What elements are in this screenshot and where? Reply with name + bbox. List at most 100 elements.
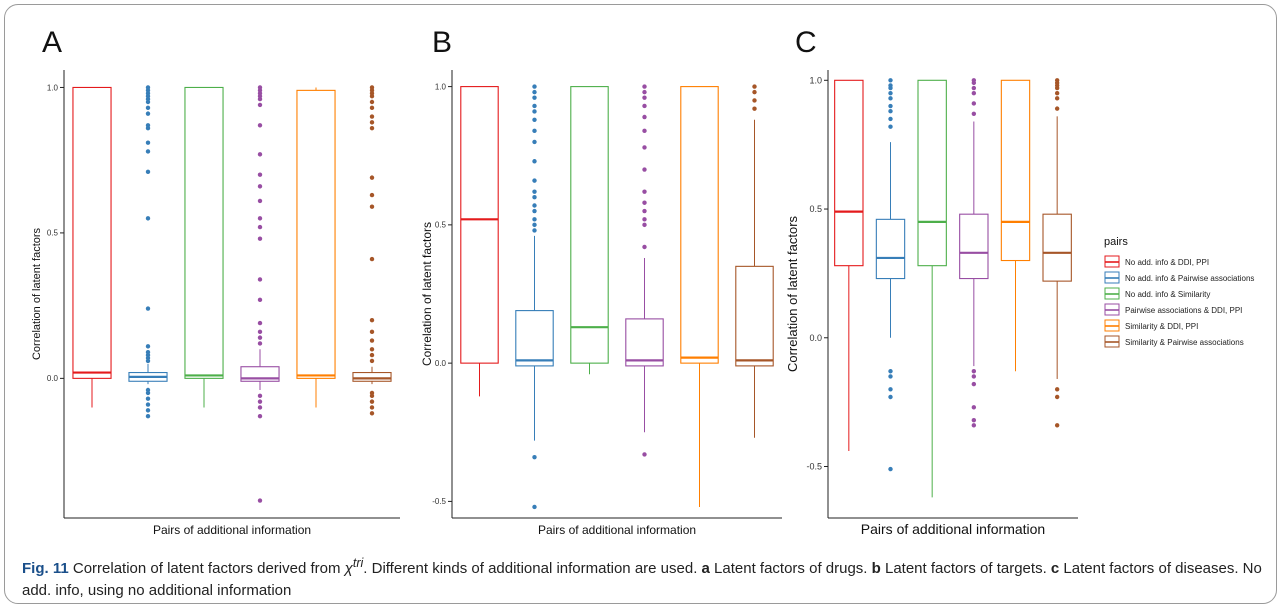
outlier-point <box>257 216 263 221</box>
outlier-point <box>257 393 263 399</box>
outlier-point <box>257 236 263 241</box>
box-body <box>834 79 864 267</box>
outlier-point <box>971 85 977 91</box>
outlier-point <box>532 208 537 214</box>
outlier-point <box>369 192 375 198</box>
outlier-point <box>257 123 263 128</box>
outlier-point <box>369 352 375 358</box>
y-tick-label: 1.0 <box>47 83 59 92</box>
outlier-point <box>642 189 647 194</box>
caption-figure-label: Fig. 11 <box>22 560 69 577</box>
outlier-point <box>532 84 537 89</box>
legend-title: pairs <box>1104 236 1128 248</box>
outlier-point <box>369 338 375 343</box>
legend-item: Similarity & DDI, PPI <box>1104 319 1198 332</box>
panel-label: C <box>795 26 817 59</box>
outlier-point <box>642 222 647 228</box>
outlier-point <box>145 387 151 393</box>
outlier-point <box>642 114 647 120</box>
box-5 <box>1000 79 1031 372</box>
y-tick-label: 1.0 <box>435 82 447 91</box>
outlier-point <box>257 184 263 189</box>
outlier-point <box>532 228 537 233</box>
box-4 <box>240 85 280 503</box>
outlier-point <box>369 99 375 105</box>
legend-label: Similarity & Pairwise associations <box>1125 338 1244 347</box>
outlier-point <box>532 178 537 183</box>
caption-label-a: a <box>701 560 710 577</box>
figure-frame <box>4 4 1277 604</box>
box-3 <box>184 86 224 408</box>
box-2 <box>875 78 906 472</box>
outlier-point <box>532 217 537 222</box>
legend-item: No add. info & Similarity <box>1104 287 1210 300</box>
box-1 <box>834 79 864 452</box>
outlier-point <box>145 111 151 116</box>
box-body <box>680 86 719 364</box>
outlier-point <box>369 358 375 364</box>
outlier-point <box>532 222 537 228</box>
legend-label: No add. info & Pairwise associations <box>1125 274 1254 283</box>
y-tick-label: 0.5 <box>47 229 59 238</box>
outlier-point <box>369 390 375 396</box>
outlier-point <box>145 169 151 175</box>
outlier-point <box>257 320 263 326</box>
outlier-point <box>642 128 647 134</box>
outlier-point <box>145 349 151 355</box>
y-tick-label: -0.5 <box>432 497 446 506</box>
legend: pairs No add. info & DDI, PPI No add. info… <box>1104 236 1254 348</box>
outlier-point <box>532 109 537 114</box>
panel-a: A 0.0 0.5 1.0 Correlation of latent factors P… <box>31 26 400 537</box>
outlier-point <box>888 96 893 101</box>
outlier-point <box>888 83 893 88</box>
outlier-point <box>971 423 977 428</box>
outlier-point <box>532 89 537 95</box>
outlier-point <box>369 120 375 125</box>
outlier-point <box>532 203 537 208</box>
outlier-point <box>145 306 151 311</box>
outlier-point <box>532 139 537 145</box>
outlier-point <box>145 85 151 90</box>
outlier-point <box>369 256 375 262</box>
outlier-point <box>369 399 375 404</box>
outlier-point <box>1054 106 1060 111</box>
outlier-point <box>145 105 151 111</box>
outlier-point <box>642 208 647 214</box>
caption-label-c: c <box>1050 560 1060 577</box>
box-6 <box>1042 78 1072 428</box>
outlier-point <box>145 149 151 154</box>
outlier-point <box>971 417 977 423</box>
outlier-point <box>145 344 151 349</box>
outlier-point <box>971 111 977 116</box>
caption-symbol: χ <box>344 560 353 577</box>
outlier-point <box>532 504 537 510</box>
outlier-point <box>145 140 151 145</box>
outlier-point <box>369 114 375 119</box>
y-axis-title: Correlation of latent factors <box>420 222 434 366</box>
outlier-point <box>145 402 151 407</box>
outlier-point <box>532 117 537 122</box>
outlier-point <box>257 85 263 90</box>
outlier-point <box>888 108 893 114</box>
legend-label: Similarity & DDI, PPI <box>1125 322 1198 331</box>
outlier-point <box>257 277 263 282</box>
caption-label-b: b <box>871 560 881 577</box>
box-body <box>296 89 336 379</box>
box-5 <box>296 87 336 408</box>
legend-item: Pairwise associations & DDI, PPI <box>1104 303 1242 316</box>
box-body <box>184 86 224 379</box>
box-body <box>625 318 664 367</box>
box-2 <box>515 84 554 510</box>
outlier-point <box>971 405 977 410</box>
panel-c: C -0.5 0.0 0.5 1.0 Correlation of latent fact… <box>785 26 1078 537</box>
outlier-point <box>257 399 263 404</box>
figure-canvas: A 0.0 0.5 1.0 Correlation of latent factors P… <box>31 26 1254 537</box>
outlier-point <box>532 159 537 164</box>
box-body <box>72 86 112 379</box>
legend-label: No add. info & DDI, PPI <box>1125 258 1209 267</box>
outlier-point <box>971 78 977 83</box>
caption-text-c: Latent factors of diseases. No add. info… <box>22 560 1262 599</box>
box-body <box>959 213 989 280</box>
y-tick-label: 1.0 <box>809 75 822 85</box>
y-tick-label: 0.0 <box>47 374 59 383</box>
